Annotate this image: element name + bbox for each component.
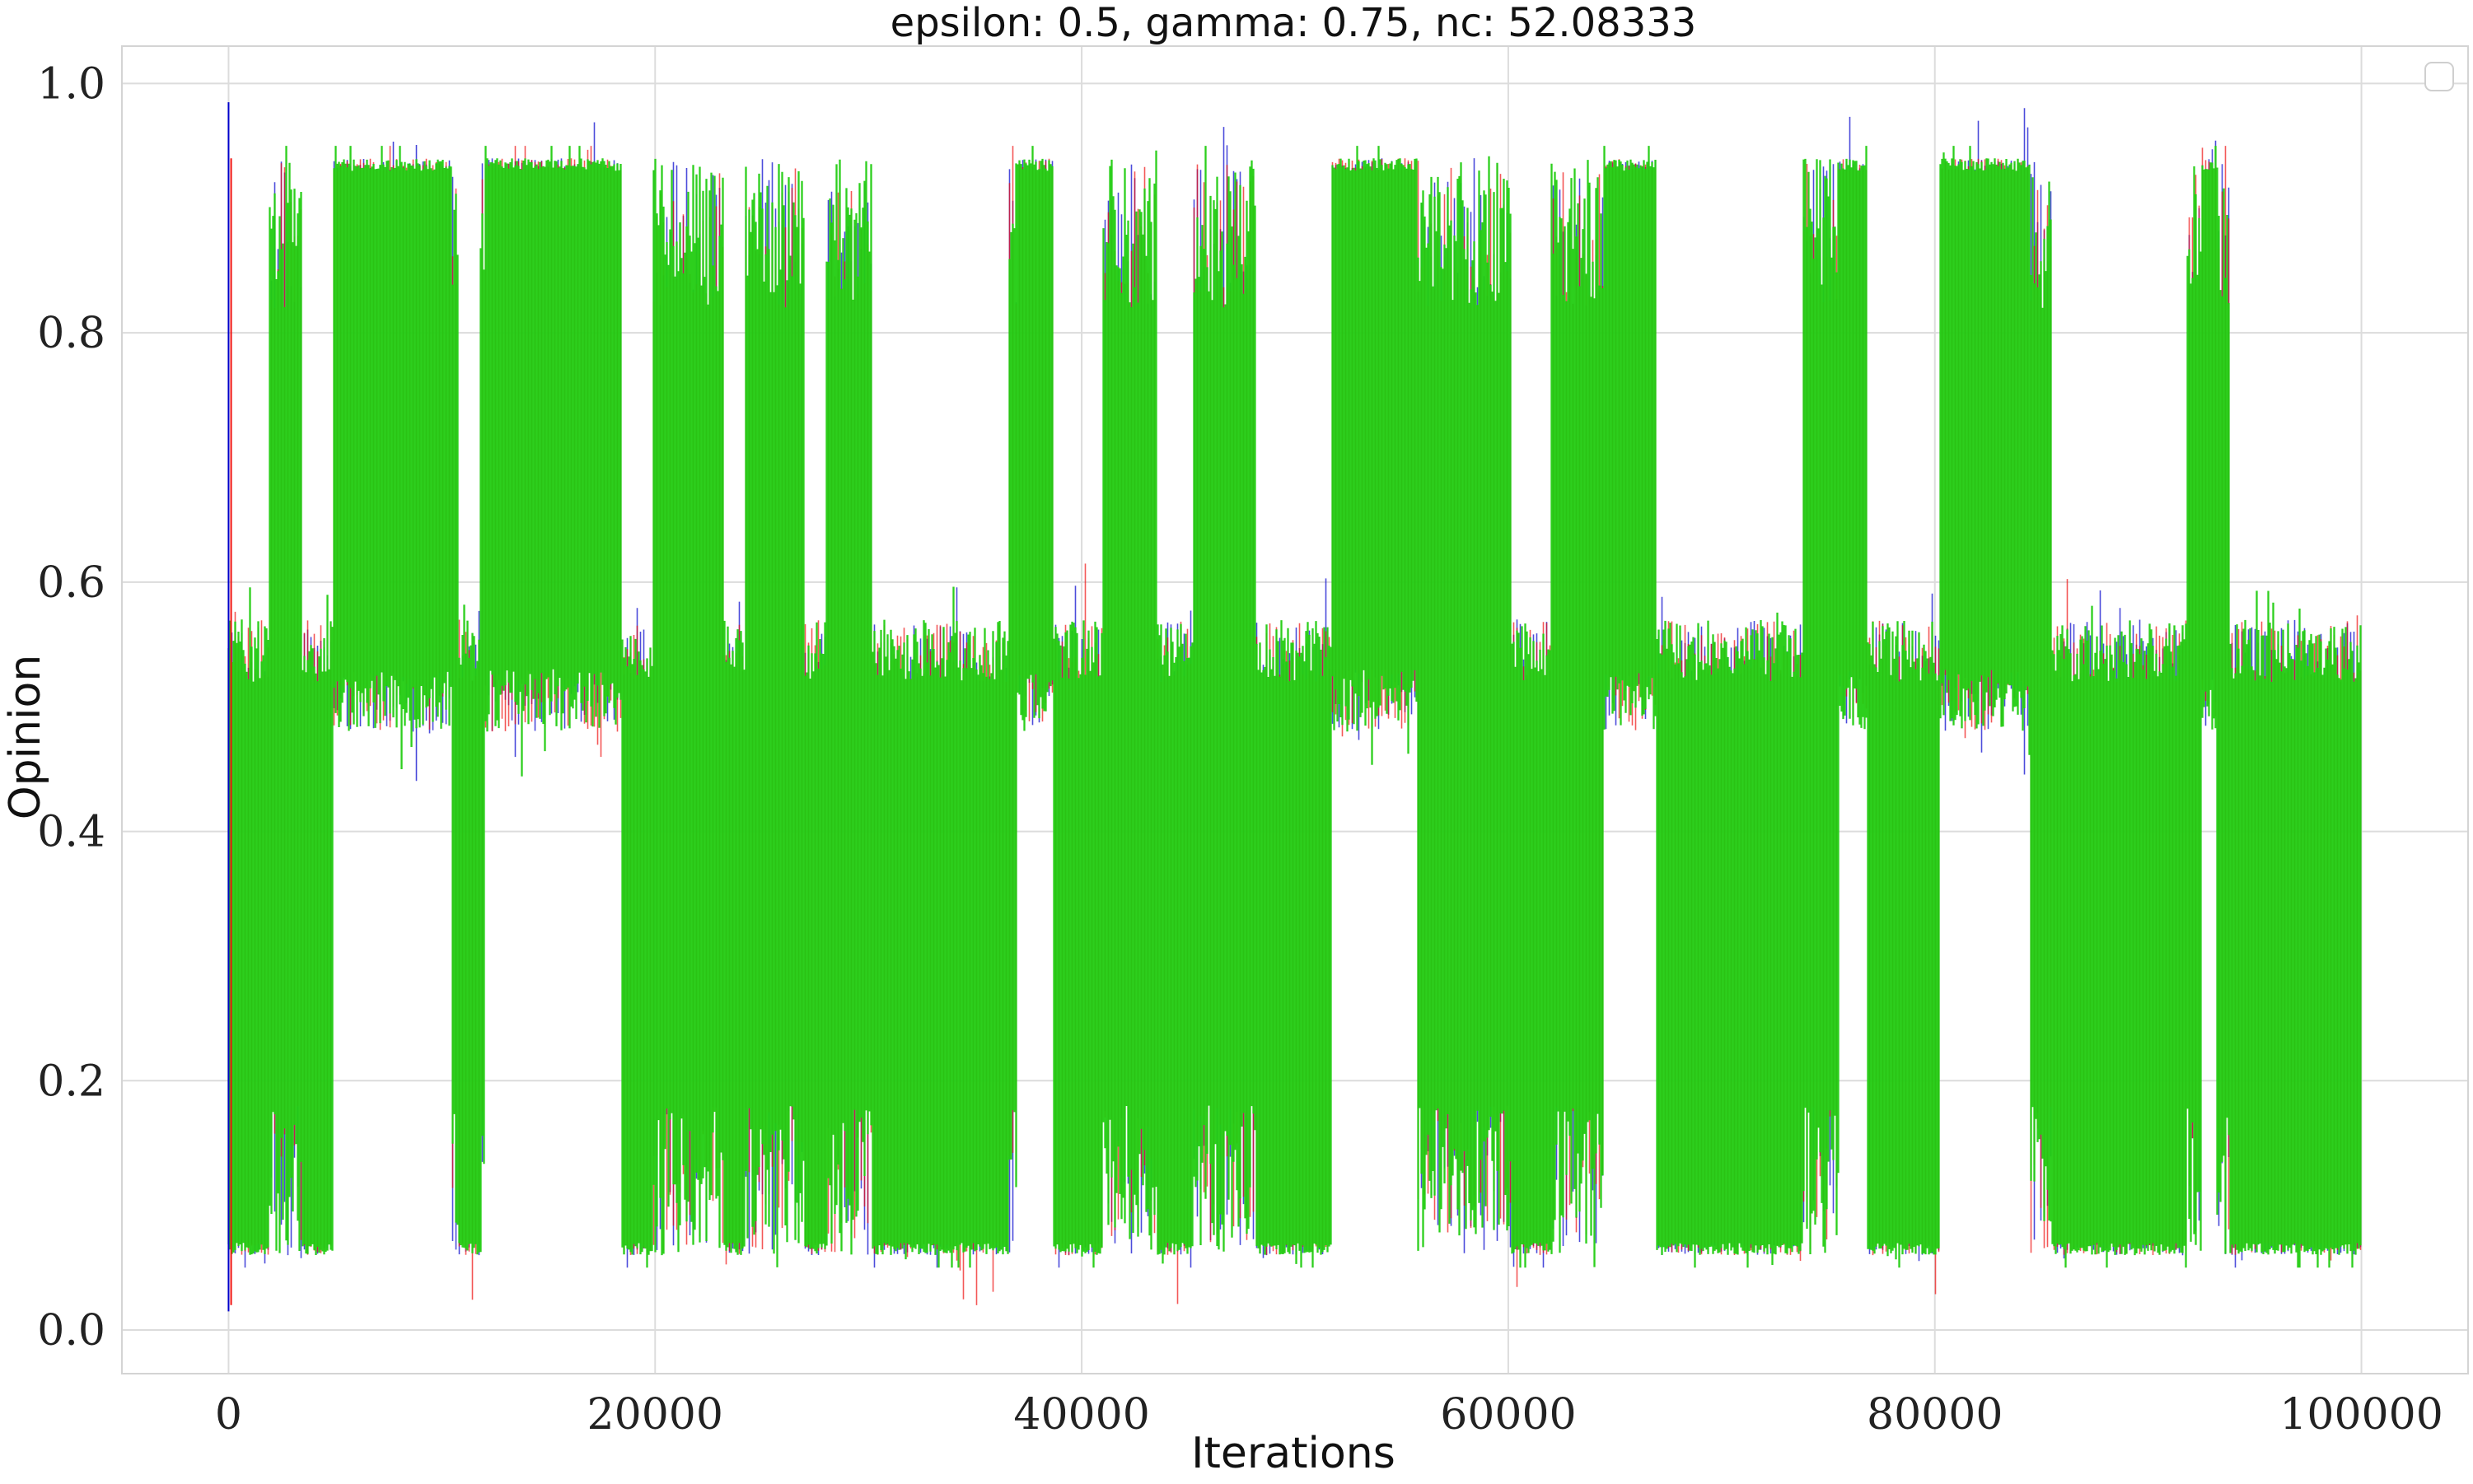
x-tick-label: 20000 (587, 1390, 723, 1440)
y-ticks: 0.0 0.2 0.4 0.6 0.8 1.0 (37, 59, 105, 1356)
y-tick-label: 0.2 (37, 1057, 105, 1106)
x-ticks: 0 20000 40000 60000 80000 100000 (215, 1390, 2443, 1440)
y-axis-label: Opinion (1, 655, 50, 820)
x-tick-label: 100000 (2279, 1390, 2443, 1440)
x-tick-label: 0 (215, 1390, 242, 1440)
y-tick-label: 0.8 (37, 309, 105, 358)
x-tick-label: 60000 (1440, 1390, 1576, 1440)
x-tick-label: 80000 (1867, 1390, 2003, 1440)
plot-frame (121, 45, 2469, 1374)
y-tick-label: 0.0 (37, 1306, 105, 1356)
y-tick-label: 1.0 (37, 59, 105, 109)
legend-box (2424, 62, 2454, 91)
x-tick-label: 40000 (1013, 1390, 1149, 1440)
x-axis-label: Iterations (1191, 1429, 1395, 1478)
y-tick-label: 0.6 (37, 558, 105, 608)
series-layer (227, 102, 2362, 1312)
chart-title: epsilon: 0.5, gamma: 0.75, nc: 52.08333 (891, 0, 1697, 46)
y-tick-label: 0.4 (37, 808, 105, 857)
